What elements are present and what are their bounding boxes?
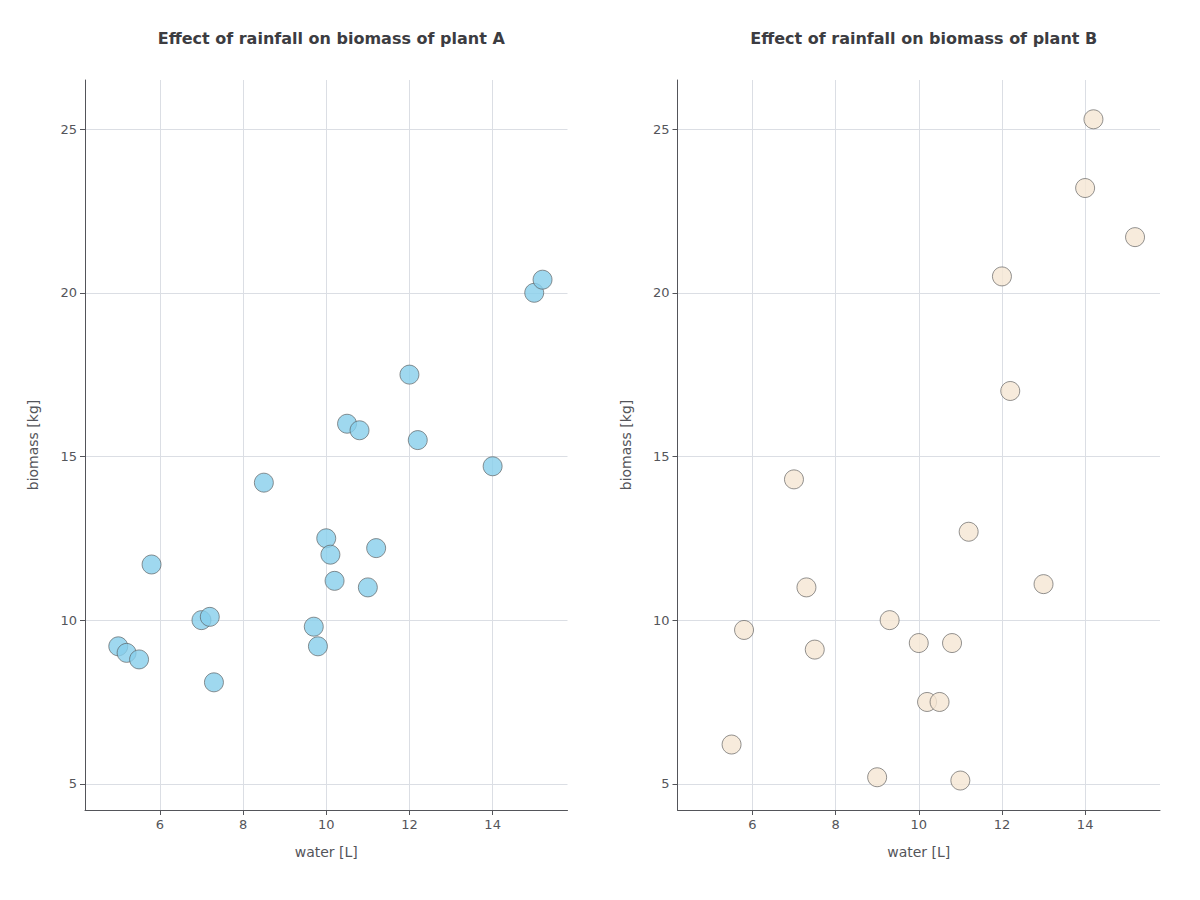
svg-text:5: 5 xyxy=(69,776,77,791)
svg-text:10: 10 xyxy=(910,817,927,832)
svg-text:12: 12 xyxy=(401,817,418,832)
svg-text:25: 25 xyxy=(653,122,670,137)
svg-text:water [L]: water [L] xyxy=(887,844,950,860)
svg-text:water [L]: water [L] xyxy=(295,844,358,860)
svg-text:biomass [kg]: biomass [kg] xyxy=(618,400,634,491)
svg-text:biomass [kg]: biomass [kg] xyxy=(25,400,41,491)
svg-text:10: 10 xyxy=(653,613,670,628)
svg-text:8: 8 xyxy=(239,817,247,832)
svg-text:Effect of rainfall on biomass: Effect of rainfall on biomass of plant B xyxy=(750,29,1097,48)
svg-text:6: 6 xyxy=(156,817,164,832)
svg-text:20: 20 xyxy=(653,285,670,300)
svg-text:10: 10 xyxy=(318,817,335,832)
svg-text:5: 5 xyxy=(661,776,669,791)
svg-text:8: 8 xyxy=(831,817,839,832)
svg-text:6: 6 xyxy=(748,817,756,832)
svg-text:10: 10 xyxy=(60,613,77,628)
svg-text:25: 25 xyxy=(60,122,77,137)
svg-text:14: 14 xyxy=(484,817,501,832)
svg-text:Effect of rainfall on biomass: Effect of rainfall on biomass of plant A xyxy=(158,29,506,48)
svg-text:12: 12 xyxy=(994,817,1011,832)
svg-text:20: 20 xyxy=(60,285,77,300)
svg-text:15: 15 xyxy=(653,449,670,464)
svg-text:14: 14 xyxy=(1077,817,1094,832)
svg-text:15: 15 xyxy=(60,449,77,464)
